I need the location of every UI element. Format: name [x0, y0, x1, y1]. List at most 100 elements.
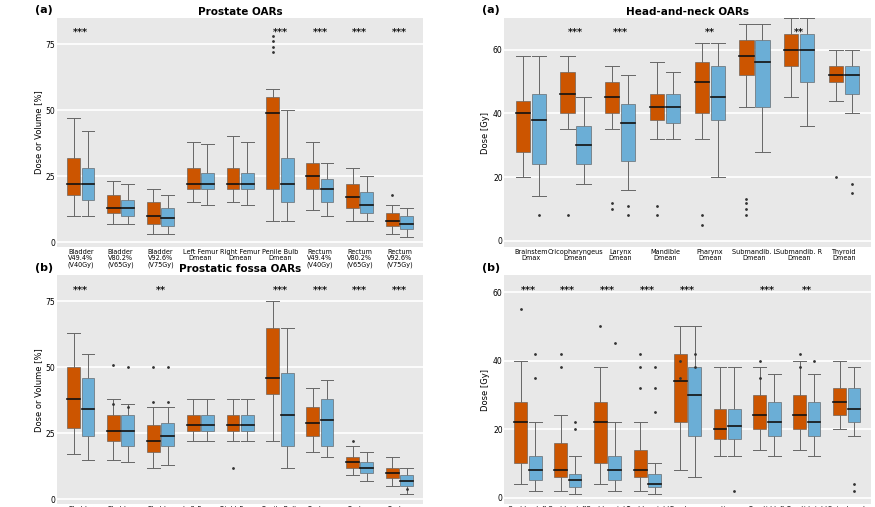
Bar [768, 402, 780, 436]
Bar [755, 40, 770, 107]
Bar [201, 173, 214, 189]
Bar [147, 202, 159, 224]
Text: ***: *** [568, 28, 583, 37]
Text: ***: *** [640, 285, 655, 294]
Bar [560, 72, 575, 114]
Bar [528, 456, 542, 481]
Text: ***: *** [352, 285, 367, 294]
Bar [844, 65, 859, 94]
Bar [67, 367, 80, 428]
Bar [81, 168, 94, 200]
Bar [161, 208, 174, 226]
Bar [67, 158, 80, 195]
Bar [107, 415, 120, 441]
Bar [606, 82, 620, 114]
Text: ***: *** [612, 28, 627, 37]
Y-axis label: Dose [Gy]: Dose [Gy] [481, 112, 490, 154]
Bar [784, 33, 798, 65]
Bar [346, 457, 359, 467]
Text: ***: *** [600, 285, 615, 294]
Bar [122, 415, 134, 446]
Bar [227, 415, 240, 430]
Text: ***: *** [760, 285, 774, 294]
Bar [728, 409, 741, 440]
Bar [122, 200, 134, 215]
Bar [577, 126, 591, 164]
Bar [267, 97, 279, 189]
Text: **: ** [802, 285, 812, 294]
Bar [650, 94, 664, 120]
Bar [739, 40, 753, 75]
Text: (b): (b) [482, 263, 500, 273]
Bar [241, 173, 254, 189]
Bar [386, 467, 399, 478]
Bar [306, 407, 319, 436]
Bar [386, 213, 399, 226]
Bar [808, 402, 821, 436]
Bar [515, 101, 530, 152]
Bar [634, 450, 647, 477]
Y-axis label: Dose or Volume [%]: Dose or Volume [%] [34, 91, 43, 174]
Bar [360, 462, 374, 473]
Bar [186, 415, 200, 430]
Y-axis label: Dose [Gy]: Dose [Gy] [481, 369, 490, 411]
Bar [695, 62, 709, 114]
Text: ***: *** [312, 285, 327, 294]
Bar [360, 192, 374, 213]
Text: **: ** [156, 285, 165, 294]
Text: (b): (b) [35, 263, 53, 273]
Text: ***: *** [680, 285, 695, 294]
Bar [608, 456, 621, 481]
Text: ***: *** [521, 285, 536, 294]
Bar [267, 328, 279, 393]
Bar [320, 179, 333, 202]
Title: Prostatic fossa OARs: Prostatic fossa OARs [179, 264, 301, 274]
Bar [281, 158, 293, 202]
Bar [401, 476, 413, 486]
Bar [829, 65, 843, 82]
Title: Head-and-neck OARs: Head-and-neck OARs [626, 7, 749, 17]
Bar [186, 168, 200, 189]
Bar [514, 402, 527, 463]
Bar [569, 474, 581, 487]
Bar [714, 409, 726, 440]
Text: ***: *** [272, 28, 288, 37]
Bar [848, 388, 860, 422]
Text: **: ** [794, 28, 804, 37]
Bar [794, 395, 806, 429]
Bar [554, 443, 567, 477]
Bar [710, 65, 724, 120]
Text: ***: *** [560, 285, 576, 294]
Bar [227, 168, 240, 189]
Text: ***: *** [74, 28, 88, 37]
Bar [688, 368, 701, 436]
Bar [281, 373, 293, 446]
Text: ***: *** [352, 28, 367, 37]
Text: ***: *** [272, 285, 288, 294]
Bar [666, 94, 680, 123]
Bar [401, 215, 413, 229]
Bar [532, 94, 546, 164]
Y-axis label: Dose or Volume [%]: Dose or Volume [%] [34, 348, 43, 431]
Bar [753, 395, 766, 429]
Bar [346, 184, 359, 208]
Text: ***: *** [392, 28, 407, 37]
Bar [201, 415, 214, 430]
Bar [107, 195, 120, 213]
Bar [320, 399, 333, 446]
Bar [241, 415, 254, 430]
Bar [306, 163, 319, 189]
Title: Prostate OARs: Prostate OARs [198, 7, 283, 17]
Text: ***: *** [312, 28, 327, 37]
Text: ***: *** [392, 285, 407, 294]
Bar [800, 33, 815, 82]
Bar [81, 378, 94, 436]
Text: ***: *** [74, 285, 88, 294]
Text: (a): (a) [482, 6, 500, 15]
Text: **: ** [704, 28, 715, 37]
Bar [648, 474, 661, 487]
Text: (a): (a) [35, 6, 52, 15]
Bar [621, 104, 635, 161]
Bar [161, 423, 174, 446]
Bar [833, 388, 846, 415]
